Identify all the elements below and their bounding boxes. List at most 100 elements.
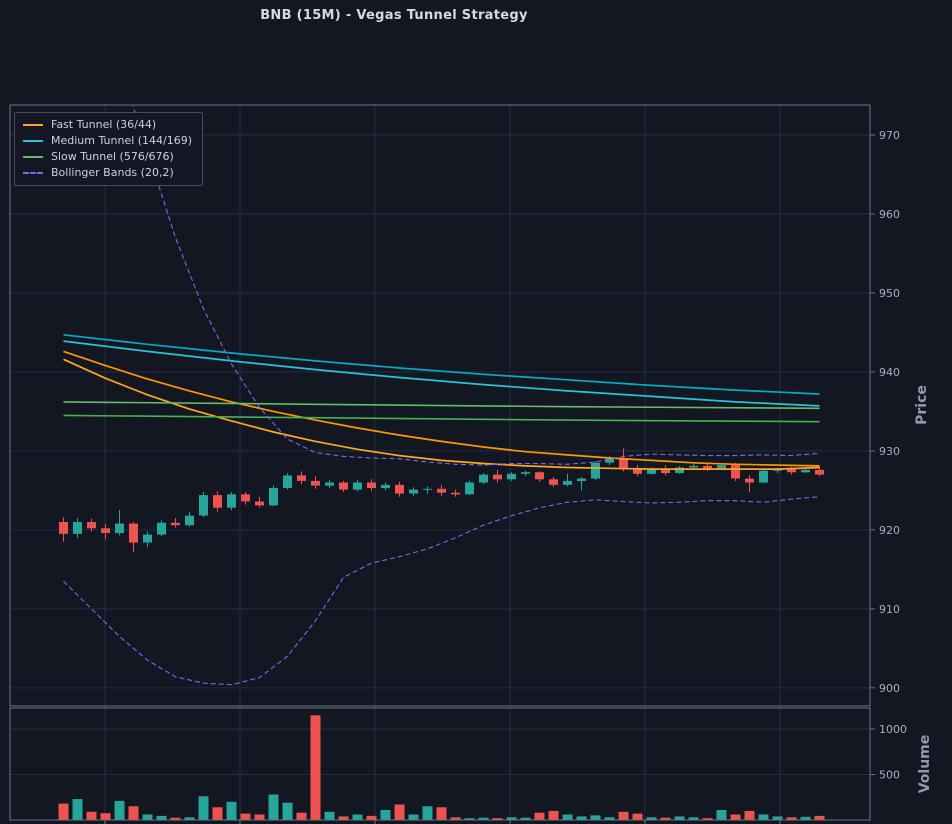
volume-bar (226, 801, 237, 820)
chart-title: BNB (15M) - Vegas Tunnel Strategy (260, 8, 528, 23)
volume-bar (184, 817, 195, 820)
candle (325, 480, 334, 488)
volume-bar (688, 817, 699, 820)
volume-bar (548, 810, 559, 820)
candle (283, 473, 292, 490)
candle (381, 482, 390, 491)
candle (661, 465, 670, 476)
volume-axis-title: Volume (917, 735, 933, 794)
volume-bar (814, 815, 825, 820)
volume-bar (674, 816, 685, 820)
volume-bar (72, 799, 83, 820)
volume-bar (254, 814, 265, 820)
candle (199, 492, 208, 518)
bollinger-bands-swatch (23, 172, 43, 174)
volume-bar (86, 811, 97, 820)
volume-axis: 500 1000 (870, 723, 907, 781)
slow-tunnel-ema676-line (63, 414, 820, 423)
volume-bar (338, 816, 349, 820)
candle (115, 510, 124, 536)
candle (535, 471, 544, 482)
volume-tick-label: 1000 (879, 723, 907, 736)
price-tick-label: 930 (879, 445, 900, 458)
volume-bar (730, 814, 741, 820)
medium-tunnel-ema144-line (63, 340, 820, 407)
volume-bar (660, 817, 671, 820)
candle (353, 480, 362, 492)
volume-bar (268, 794, 279, 820)
price-tick-label: 970 (879, 129, 900, 142)
volume-bar (352, 814, 363, 820)
candle (451, 489, 460, 497)
volume-bar (422, 806, 433, 820)
volume-bar (296, 812, 307, 820)
candle (73, 518, 82, 538)
price-tick-label: 910 (879, 603, 900, 616)
candle (479, 473, 488, 485)
candle (185, 511, 194, 527)
volume-bar (128, 806, 139, 820)
medium-tunnel-ema169-line (63, 333, 820, 395)
legend-label: Medium Tunnel (144/169) (51, 134, 193, 147)
candle (423, 486, 432, 494)
legend-label: Slow Tunnel (576/676) (51, 150, 174, 163)
candle (437, 484, 446, 496)
volume-bar (170, 817, 181, 820)
volume-bar (282, 802, 293, 820)
candle (409, 487, 418, 496)
candle (269, 485, 278, 507)
candle (129, 522, 138, 552)
slow-tunnel-ema576-line (63, 401, 820, 410)
volume-bar (380, 810, 391, 820)
candle (577, 477, 586, 491)
volume-bar (478, 817, 489, 820)
candle (311, 476, 320, 489)
candle (297, 471, 306, 485)
volume-bar (716, 810, 727, 820)
volume-bar (604, 817, 615, 820)
volume-bar (646, 817, 657, 820)
volume-bar (702, 818, 713, 820)
price-axis-title: Price (914, 385, 930, 425)
volume-bar (464, 818, 475, 820)
candle (563, 473, 572, 487)
legend-item-slow-tunnel: Slow Tunnel (576/676) (23, 151, 192, 163)
candle (395, 481, 404, 497)
candle (143, 531, 152, 548)
volume-bar (366, 815, 377, 820)
x-axis (104, 820, 781, 824)
candle (59, 517, 68, 542)
volume-bar (310, 715, 321, 820)
price-tick-label: 900 (879, 682, 900, 695)
candle (619, 448, 628, 472)
fast-tunnel-swatch (23, 124, 43, 126)
volume-bar (450, 817, 461, 820)
legend: Fast Tunnel (36/44) Medium Tunnel (144/1… (14, 112, 204, 186)
candle (101, 523, 110, 540)
volume-bar (562, 814, 573, 820)
legend-item-medium-tunnel: Medium Tunnel (144/169) (23, 135, 192, 147)
volume-tick-label: 500 (879, 768, 900, 781)
volume-bar (786, 817, 797, 820)
candle (759, 469, 768, 484)
price-tick-label: 940 (879, 366, 900, 379)
candle (255, 496, 264, 508)
legend-label: Bollinger Bands (20,2) (51, 166, 174, 179)
volume-bar (142, 814, 153, 820)
volume-bar (492, 818, 503, 820)
volume-panel-frame (9, 707, 871, 821)
candle (507, 472, 516, 481)
volume-bar (772, 816, 783, 820)
candle (549, 477, 558, 488)
volume-bar (744, 810, 755, 820)
volume-bar (394, 804, 405, 820)
legend-label: Fast Tunnel (36/44) (51, 118, 157, 131)
fast-tunnel-ema36-line (63, 358, 820, 470)
candle (521, 470, 530, 477)
candle (367, 479, 376, 492)
volume-bar (212, 807, 223, 820)
candle (633, 465, 642, 477)
volume-bar (800, 816, 811, 820)
volume-bar (156, 815, 167, 820)
medium-tunnel-swatch (23, 140, 43, 142)
